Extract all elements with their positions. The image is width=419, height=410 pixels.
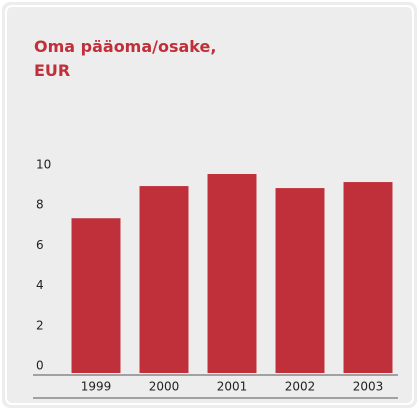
x-tick-label: 2003: [353, 380, 384, 394]
y-tick-label: 10: [36, 158, 51, 172]
y-tick-label: 0: [36, 359, 44, 373]
bar: [71, 218, 121, 373]
panel-border: [5, 5, 414, 405]
y-tick-label: 8: [36, 198, 44, 212]
y-tick-label: 2: [36, 318, 44, 332]
bar: [207, 174, 257, 373]
bar: [139, 186, 189, 373]
x-tick-label: 2000: [149, 380, 180, 394]
x-tick-label: 1999: [81, 380, 112, 394]
y-tick-label: 6: [36, 238, 44, 252]
chart-title: EUR: [34, 61, 70, 80]
chart-title: Oma pääoma/osake,: [34, 37, 216, 56]
bar: [275, 188, 325, 373]
x-tick-label: 2002: [285, 380, 316, 394]
bar: [343, 182, 393, 373]
x-tick-label: 2001: [217, 380, 248, 394]
y-tick-label: 4: [36, 278, 44, 292]
